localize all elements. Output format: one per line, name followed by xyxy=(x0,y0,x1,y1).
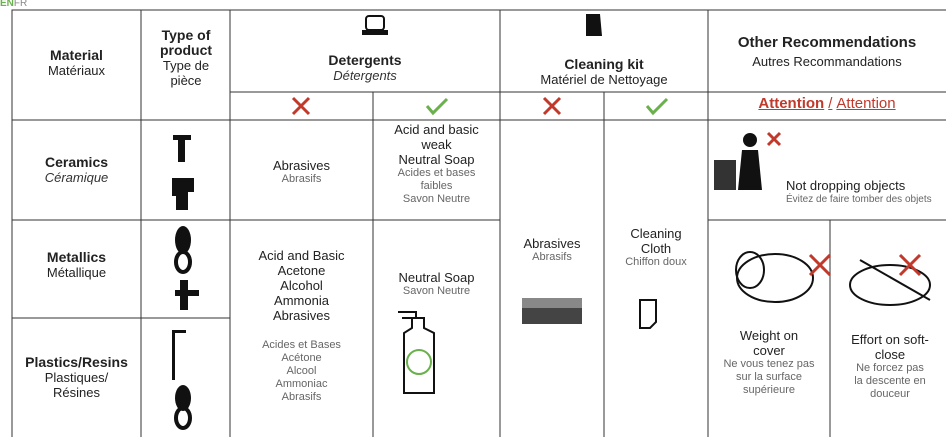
cell-en: Abrasives xyxy=(272,158,331,173)
cell-fr: Acides et bases faibles xyxy=(397,167,476,192)
cell-fr: Savon Neutre xyxy=(402,285,471,297)
cell-fr: Ammoniac xyxy=(275,378,328,390)
language-switch: EN FR xyxy=(0,0,27,11)
attention-en: Attention xyxy=(758,95,825,112)
cell-fr: Abrasifs xyxy=(532,251,572,263)
row-fr: Métallique xyxy=(46,265,107,280)
row-en: Plastics/Resins xyxy=(25,354,128,370)
lang-fr[interactable]: FR xyxy=(13,0,28,9)
cell-en: Neutral Soap xyxy=(398,152,475,167)
header-en: Cleaning kit xyxy=(564,56,644,72)
cell-en: Alcohol xyxy=(280,278,323,293)
cell: Neutral Soap Savon Neutre xyxy=(373,270,500,298)
header-fr: Autres Recommandations xyxy=(752,54,902,69)
material-header: Material Matériaux xyxy=(12,47,141,79)
cell: Abrasives Abrasifs xyxy=(230,158,373,186)
cell-fr: Abrasifs xyxy=(281,391,322,403)
header-fr: Type de pièce xyxy=(162,58,210,88)
cell-fr: Acides et Bases xyxy=(262,339,341,351)
row-label: Plastics/Resins Plastiques/ Résines xyxy=(22,354,131,401)
row-label: Ceramics Céramique xyxy=(12,154,141,186)
cell-en: Not dropping objects xyxy=(786,178,906,193)
cell-fr: Abrasifs xyxy=(281,173,322,185)
cell: Acid and basic weak Neutral Soap Acides et… xyxy=(383,122,490,206)
header-fr: Détergents xyxy=(333,68,397,83)
cell-en: Abrasives xyxy=(523,236,581,251)
cell-en: Abrasives xyxy=(272,308,331,323)
lang-en[interactable]: EN xyxy=(0,0,14,9)
cell-fr: Savon Neutre xyxy=(402,193,471,205)
cell-en: Ammonia xyxy=(274,293,329,308)
other-header: Other Recommendations Autres Recommandati… xyxy=(708,35,946,69)
cell: Cleaning Cloth Chiffon doux xyxy=(624,226,688,269)
cell: Acid and Basic Acetone Alcohol Ammonia Abras… xyxy=(230,248,373,404)
cell: Not dropping objects Évitez de faire tomb… xyxy=(786,178,946,206)
header-fr: Matériaux xyxy=(47,63,106,78)
cell: Weight on cover Ne vous tenez pas sur la … xyxy=(718,328,820,397)
header-en: Type of product xyxy=(159,27,213,58)
row-fr: Plastiques/ Résines xyxy=(44,370,109,400)
cell-fr: Chiffon doux xyxy=(625,256,687,268)
cell-en: Cleaning Cloth xyxy=(630,226,682,256)
cell-fr: Évitez de faire tomber des objets xyxy=(786,194,932,205)
detergents-header: Detergents Détergents xyxy=(230,52,500,84)
header-en: Detergents xyxy=(328,52,402,68)
attention-fr: Attention xyxy=(836,95,896,112)
attention: Attention / Attention xyxy=(708,96,946,111)
cell-en: Acid and basic weak xyxy=(394,122,479,152)
cell-en: Acid and Basic xyxy=(258,248,345,263)
header-en: Other Recommendations xyxy=(737,34,917,51)
kit-header: Cleaning kit Matériel de Nettoyage xyxy=(500,56,708,88)
row-en: Metallics xyxy=(46,249,107,265)
row-en: Ceramics xyxy=(44,154,109,170)
cell: Effort on soft-close Ne forcez pas la des… xyxy=(838,332,942,401)
cell-fr: Ne vous tenez pas sur la surface supérie… xyxy=(723,358,815,396)
type-header: Type of product Type de pièce xyxy=(150,27,222,89)
cell-en: Neutral Soap xyxy=(398,270,475,285)
cell-fr: Alcool xyxy=(286,365,317,377)
cell-fr: Ne forcez pas la descente en douceur xyxy=(854,362,926,400)
cell: Abrasives Abrasifs xyxy=(500,236,604,264)
header-fr: Matériel de Nettoyage xyxy=(540,72,668,87)
cell-en: Weight on cover xyxy=(739,328,799,358)
cell-en: Acetone xyxy=(277,263,326,278)
row-label: Metallics Métallique xyxy=(12,249,141,281)
cell-fr: Acétone xyxy=(281,352,322,364)
row-fr: Céramique xyxy=(44,170,109,185)
attention-sep: / xyxy=(828,95,833,112)
cell-en: Effort on soft-close xyxy=(851,332,929,362)
header-en: Material xyxy=(50,47,103,63)
